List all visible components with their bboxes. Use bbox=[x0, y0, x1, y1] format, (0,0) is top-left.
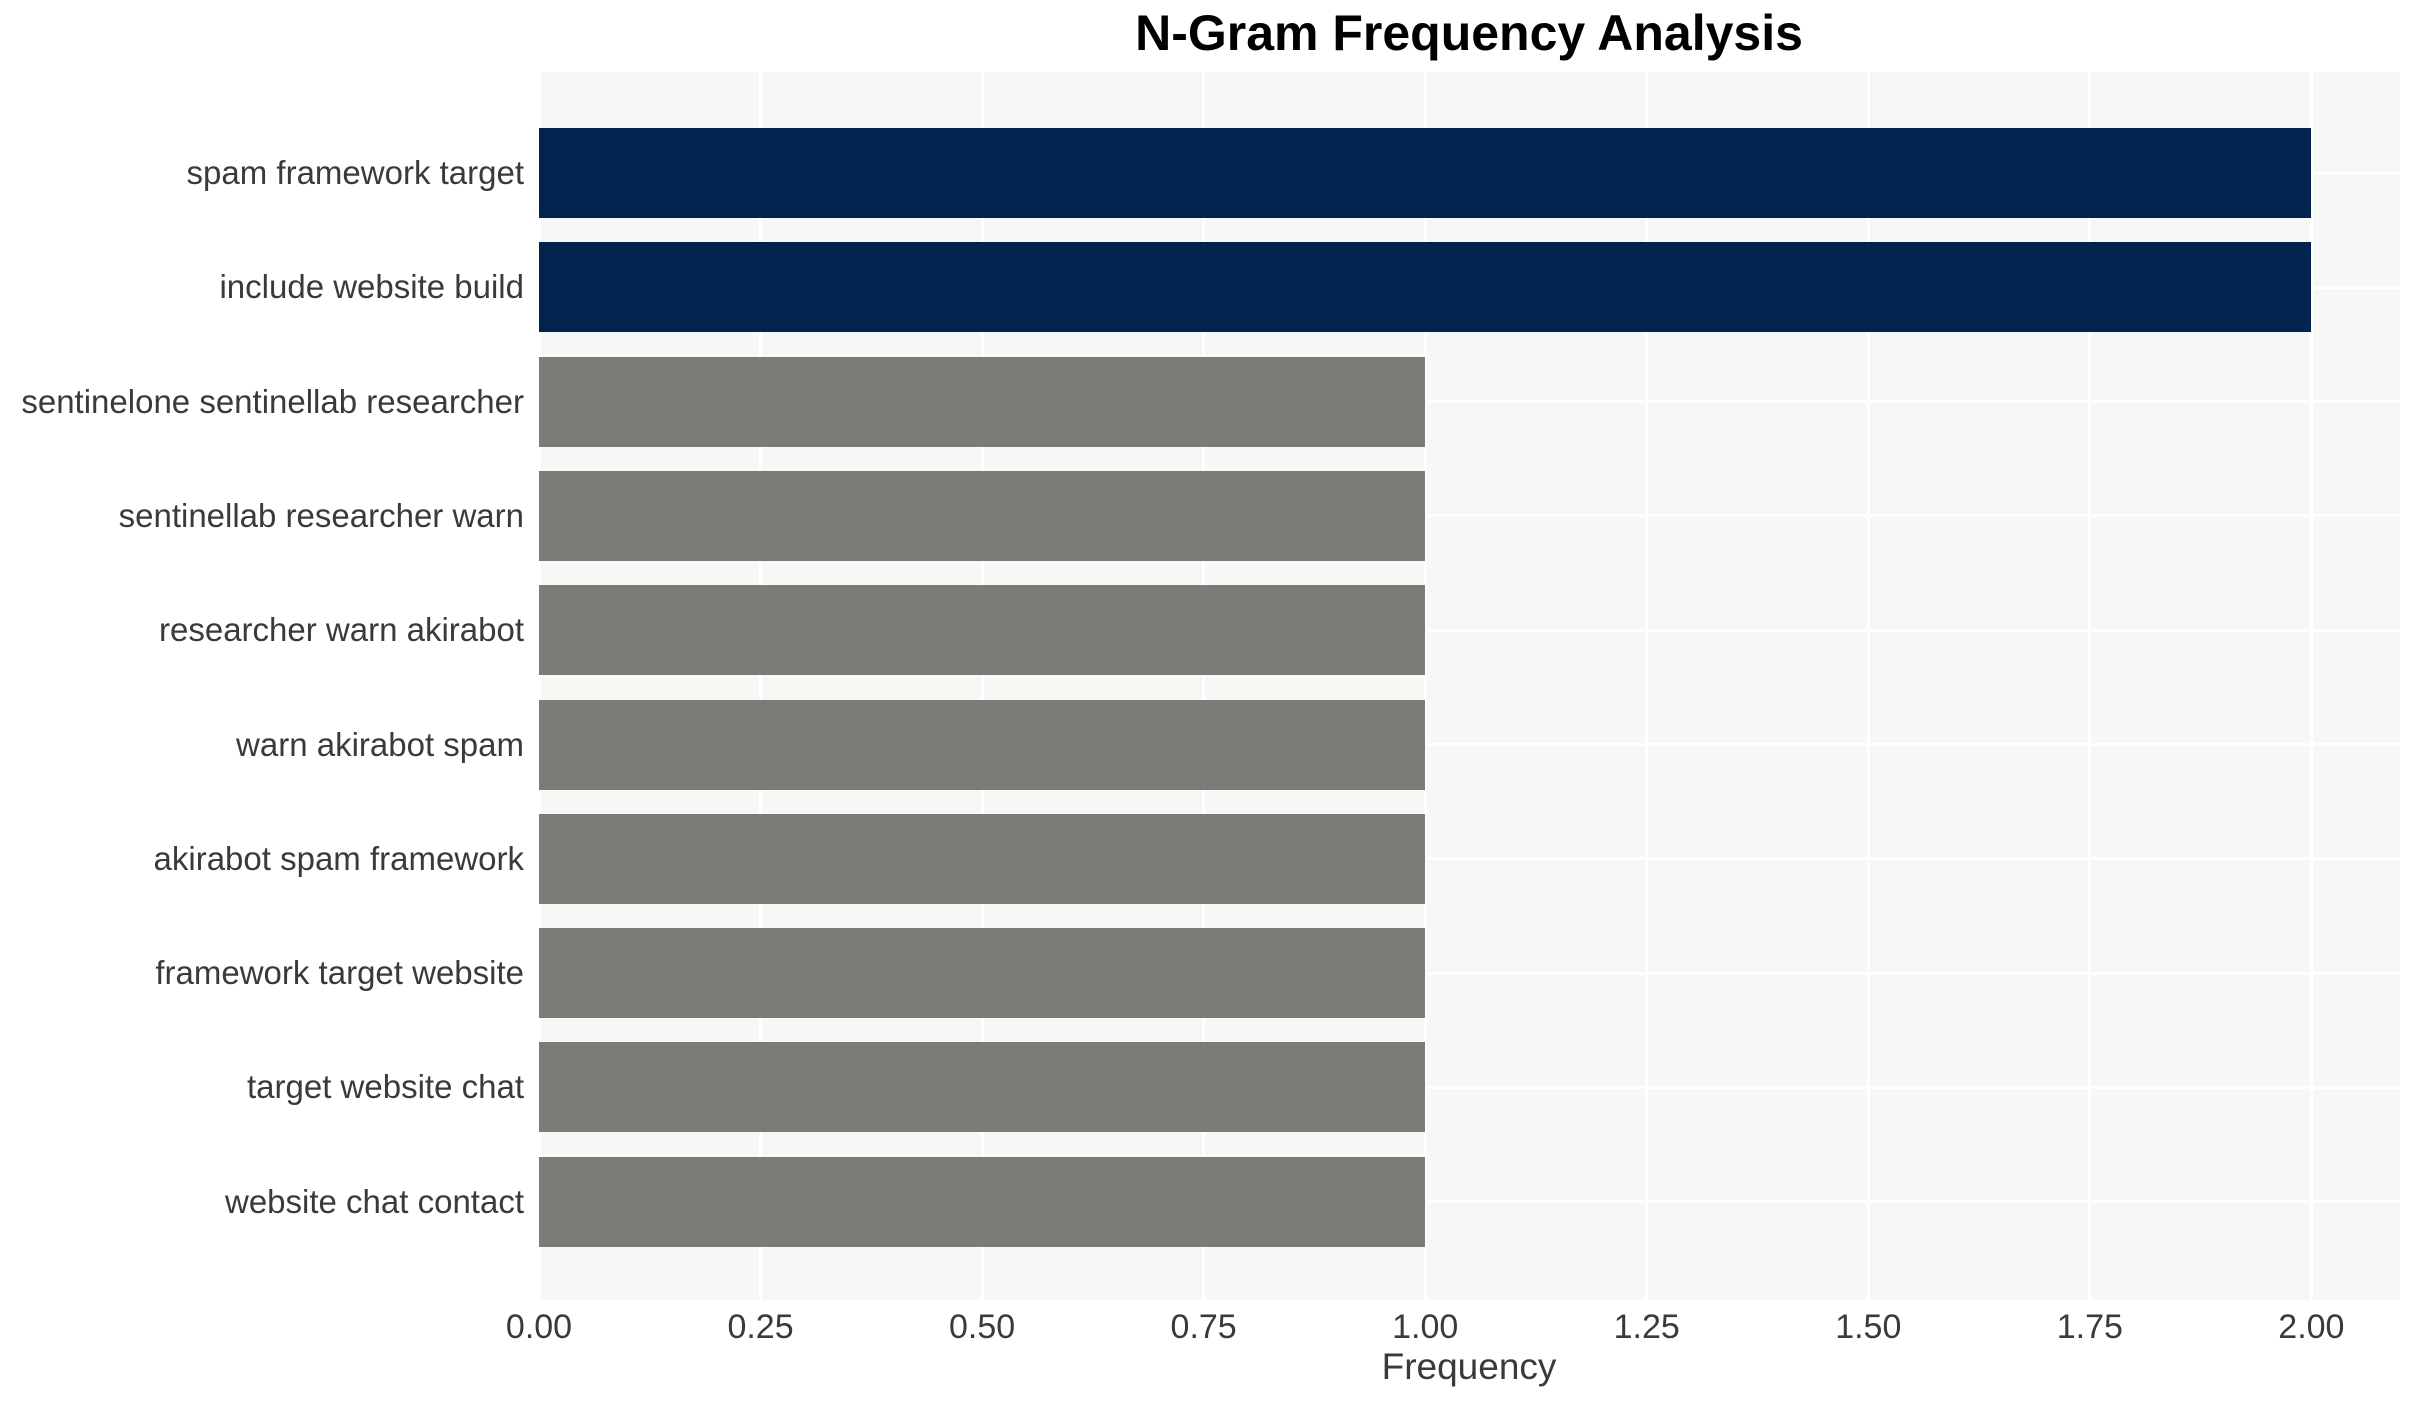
x-tick-label: 2.00 bbox=[2278, 1308, 2345, 1346]
x-gridline bbox=[537, 72, 541, 1300]
bar bbox=[539, 1156, 1426, 1247]
bar bbox=[539, 813, 1426, 904]
x-gridline bbox=[1423, 72, 1427, 1300]
x-gridline bbox=[2088, 72, 2092, 1300]
y-tick-label: warn akirabot spam bbox=[236, 725, 524, 763]
y-gridline bbox=[539, 857, 2400, 861]
y-tick-label: website chat contact bbox=[225, 1182, 524, 1220]
x-gridline bbox=[1866, 72, 1870, 1300]
x-tick-label: 0.75 bbox=[1170, 1308, 1237, 1346]
bar bbox=[539, 242, 2312, 333]
x-axis-title: Frequency bbox=[1381, 1346, 1557, 1387]
bar bbox=[539, 699, 1426, 790]
y-tick-label: sentinellab researcher warn bbox=[118, 496, 524, 534]
y-gridline bbox=[539, 971, 2400, 975]
x-tick-label: 1.50 bbox=[1835, 1308, 1902, 1346]
y-tick-label: target website chat bbox=[247, 1068, 524, 1106]
x-gridline bbox=[759, 72, 763, 1300]
y-gridline bbox=[539, 1200, 2400, 1204]
x-gridline bbox=[1202, 72, 1206, 1300]
y-gridline bbox=[539, 1085, 2400, 1089]
x-tick-label: 0.25 bbox=[727, 1308, 794, 1346]
y-gridline bbox=[539, 628, 2400, 632]
bar bbox=[539, 470, 1426, 561]
x-gridline bbox=[2309, 72, 2313, 1300]
x-tick-label: 1.75 bbox=[2056, 1308, 2123, 1346]
bar bbox=[539, 585, 1426, 676]
x-tick-label: 0.50 bbox=[949, 1308, 1016, 1346]
y-gridline bbox=[539, 743, 2400, 746]
plot-area bbox=[537, 72, 2400, 1300]
y-gridline bbox=[539, 400, 2400, 404]
y-tick-label: framework target website bbox=[155, 954, 524, 992]
x-gridline bbox=[1645, 72, 1649, 1300]
y-tick-label: akirabot spam framework bbox=[153, 839, 524, 877]
y-tick-label: researcher warn akirabot bbox=[159, 611, 524, 649]
y-tick-label: sentinelone sentinellab researcher bbox=[21, 382, 524, 420]
y-tick-label: include website build bbox=[219, 268, 524, 306]
x-tick-label: 1.25 bbox=[1613, 1308, 1680, 1346]
bar bbox=[539, 928, 1426, 1019]
bar bbox=[539, 1042, 1426, 1133]
bar bbox=[539, 356, 1426, 447]
x-tick-label: 1.00 bbox=[1392, 1308, 1459, 1346]
y-gridline bbox=[539, 514, 2400, 518]
bar bbox=[539, 128, 2312, 218]
chart-title: N-Gram Frequency Analysis bbox=[1135, 5, 1803, 61]
x-gridline bbox=[980, 72, 984, 1300]
x-tick-label: 0.00 bbox=[505, 1308, 573, 1346]
y-tick-label: spam framework target bbox=[186, 154, 524, 191]
